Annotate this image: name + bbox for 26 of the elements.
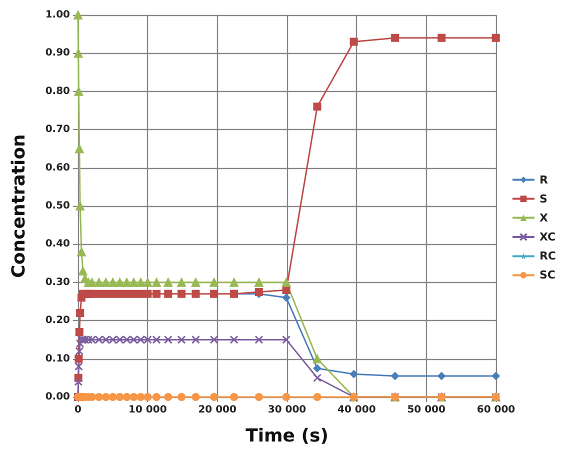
x-tick-label: 60 000 (476, 404, 516, 416)
legend-label: R (539, 173, 548, 186)
y-tick-label: 0.00 (45, 392, 70, 402)
x-tick-label: 20 000 (198, 404, 237, 416)
x-tick-label: 40 000 (338, 404, 376, 416)
legend-label: SC (539, 268, 556, 282)
legend-label: S (539, 192, 548, 206)
x-tick-label: 0 (74, 404, 82, 416)
y-tick-label: 0.20 (45, 315, 70, 326)
y-tick-label: 0.90 (45, 48, 70, 59)
y-tick-label: 1.00 (45, 10, 70, 20)
legend-label: X (539, 211, 548, 224)
legend-label: XC (539, 230, 556, 244)
legend-label: RC (539, 250, 556, 263)
x-axis-title: Time (s) (246, 426, 328, 446)
y-tick-label: 0.50 (45, 200, 70, 212)
y-tick-label: 0.40 (45, 238, 70, 250)
y-tick-label: 0.60 (45, 162, 70, 174)
y-tick-label: 0.10 (45, 353, 70, 364)
y-tick-label: 0.70 (45, 124, 70, 136)
y-axis-title: Concentration (8, 134, 30, 278)
x-tick-label: 30 000 (268, 404, 306, 416)
x-tick-label: 50 000 (407, 404, 446, 416)
x-tick-label: 10 000 (128, 404, 167, 416)
y-tick-label: 0.30 (45, 276, 70, 288)
y-tick-label: 0.80 (45, 86, 70, 97)
